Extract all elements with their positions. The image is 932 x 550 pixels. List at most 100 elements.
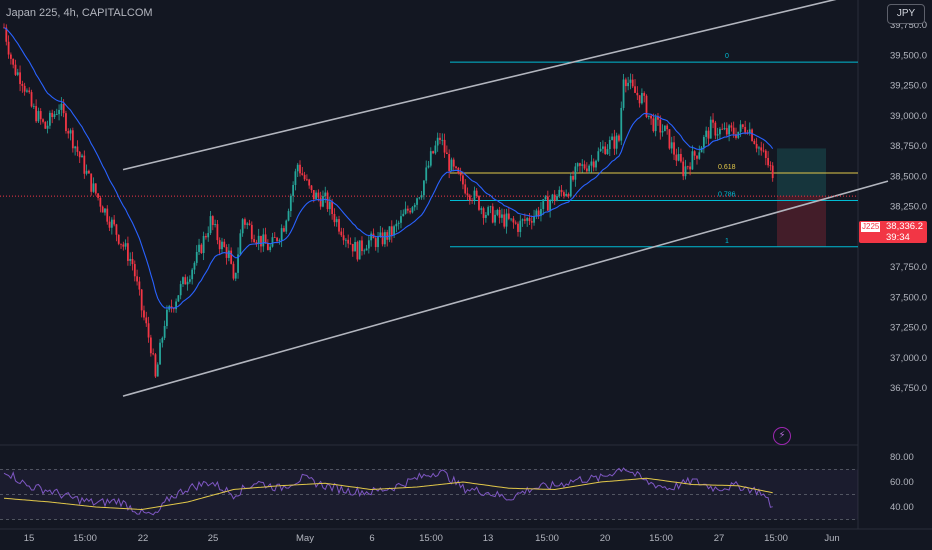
candle-body [560, 189, 563, 193]
candle-body [232, 263, 235, 279]
time-axis-tick-label: 25 [208, 533, 219, 544]
price-axis-tick-label: 38,250.0 [890, 202, 927, 213]
candle-body [728, 125, 731, 135]
candle-body [384, 232, 386, 245]
candle-body [35, 106, 38, 122]
candle-body [115, 224, 118, 235]
candle-body [521, 219, 524, 221]
candle-body [540, 209, 542, 217]
channel-upper-line[interactable] [122, 0, 888, 171]
candle-body [565, 193, 568, 196]
candle-body [140, 289, 143, 311]
candle-body [191, 269, 194, 280]
candle-body [223, 241, 226, 247]
candle-body [136, 276, 138, 282]
candle-body [689, 166, 691, 170]
candle-body [494, 214, 496, 223]
candle-body [7, 41, 10, 55]
position-target-zone[interactable] [777, 148, 826, 197]
candle-body [305, 179, 308, 181]
candle-body [496, 209, 499, 215]
candle-body [83, 155, 86, 174]
candle-body [530, 221, 533, 223]
candle-body [641, 93, 643, 104]
candle-body [670, 142, 673, 149]
candle-body [627, 82, 630, 87]
candle-body [207, 233, 210, 238]
candle-body [188, 279, 191, 282]
candle-body [622, 79, 625, 108]
candle-body [32, 106, 35, 107]
candle-body [51, 112, 54, 118]
price-axis-tick-label: 38,750.0 [890, 141, 927, 152]
candle-body [289, 195, 292, 212]
candle-body [161, 337, 164, 343]
candle-body [127, 243, 129, 261]
candle-body [156, 364, 159, 377]
candle-body [149, 337, 152, 354]
candle-body [227, 250, 230, 258]
candle-body [455, 166, 457, 168]
candle-body [553, 194, 556, 201]
currency-button[interactable]: JPY [887, 4, 925, 24]
candle-body [400, 216, 402, 223]
candle-body [475, 190, 478, 196]
candle-body [680, 154, 682, 162]
candle-body [19, 72, 21, 85]
candle-body [404, 208, 407, 214]
candle-body [673, 142, 675, 155]
candle-body [81, 155, 83, 158]
candle-body [143, 310, 145, 318]
candle-body [654, 116, 657, 132]
position-stop-zone[interactable] [777, 196, 826, 247]
candle-body [459, 173, 462, 176]
candle-body [166, 309, 168, 326]
candle-body [615, 135, 618, 149]
candle-body [129, 258, 132, 261]
candle-body [246, 223, 249, 225]
candle-body [686, 166, 689, 168]
fib-level-label: 0.618 [718, 164, 736, 171]
candle-body [322, 196, 324, 207]
candle-body [659, 119, 662, 133]
candle-body [198, 244, 200, 252]
candle-body [657, 116, 659, 120]
candle-body [700, 147, 703, 153]
candle-body [489, 206, 492, 208]
candle-body [324, 192, 327, 197]
candle-body [310, 185, 313, 191]
candle-body [666, 125, 669, 130]
candle-body [588, 165, 591, 172]
time-axis-tick-label: Jun [824, 533, 839, 544]
candle-body [106, 208, 109, 222]
candle-body [147, 323, 150, 338]
candle-body [172, 308, 175, 310]
candle-body [473, 190, 476, 201]
candle-body [629, 79, 632, 83]
candle-body [271, 237, 274, 247]
candle-body [606, 149, 609, 154]
candle-body [312, 190, 315, 200]
candle-body [186, 281, 189, 285]
candle-body [23, 85, 26, 92]
candle-body [712, 119, 714, 123]
lightning-icon[interactable]: ⚡ [773, 427, 791, 445]
candle-body [767, 157, 770, 166]
candle-body [175, 301, 177, 310]
candle-body [381, 232, 384, 245]
candle-body [572, 176, 574, 180]
candle-body [507, 213, 510, 219]
candle-body [760, 147, 763, 151]
candle-body [464, 184, 467, 194]
time-axis-tick-label: 15:00 [535, 533, 559, 544]
candle-body [466, 193, 469, 196]
candle-body [90, 173, 93, 192]
candle-body [721, 128, 724, 130]
candle-body [744, 126, 747, 133]
candle-body [581, 164, 584, 166]
channel-lower-line[interactable] [122, 180, 889, 397]
candle-body [354, 241, 356, 252]
candle-body [480, 208, 483, 210]
candle-body [152, 353, 155, 355]
